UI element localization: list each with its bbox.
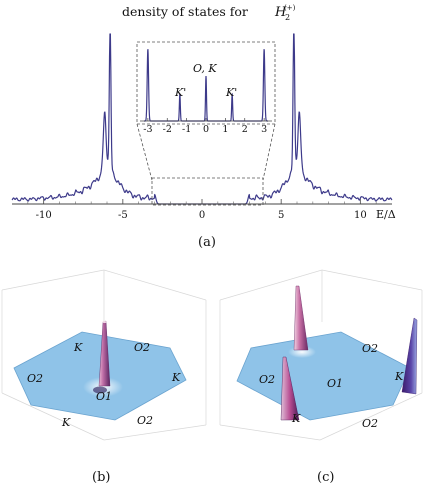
panel-b-label-k-right: K <box>171 371 181 384</box>
panel-c-label-o2-top: O2 <box>362 342 378 355</box>
panel-b-bounding-box <box>1 269 207 441</box>
zoom-line-right <box>262 123 276 181</box>
panel-c-bounding-box <box>219 269 423 441</box>
panel-b-spike <box>98 320 111 387</box>
panel-b-label-o2-left: O2 <box>27 372 43 385</box>
panel-c-label-o2-bottom: O2 <box>362 417 378 430</box>
x-axis-tick-label: 5 <box>278 210 284 221</box>
panel-c-label-k-bottom: K <box>291 412 301 425</box>
panel-b-spike-base-shadow <box>93 386 107 394</box>
inset-label-kprime-right: K' <box>225 86 237 99</box>
panel-b-label-o2-bottom: O2 <box>137 414 153 427</box>
panel-c-spike-bottom-left <box>280 356 300 421</box>
inset-x-axis-tick-label: 1 <box>222 124 228 135</box>
inset-label-kprime-left: K' <box>174 86 186 99</box>
x-axis-tick-labels: -10 -5 0 5 10 <box>36 210 367 221</box>
inset-label-ok: O, K <box>193 62 217 75</box>
panel-c-label-k-right: K <box>394 370 404 383</box>
x-axis-tick-label: 10 <box>354 210 367 221</box>
x-axis-unit-label: E/Δ <box>376 208 396 221</box>
panel-b-spike-tip <box>102 321 107 323</box>
panel-a: density of states for H 2 (+) -10 -5 0 5 10 … <box>11 4 396 250</box>
inset-x-axis-tick-label: -1 <box>182 124 191 135</box>
x-axis-ticks <box>27 199 377 204</box>
x-axis-tick-label: 0 <box>199 210 205 221</box>
panel-b-caption: (b) <box>92 470 110 485</box>
inset-x-axis-tick-label: -3 <box>143 124 152 135</box>
panel-c: O2 K O2 O1 K O2 (c) <box>219 269 423 485</box>
panel-b-label-o2-top: O2 <box>134 341 150 354</box>
inset-x-axis-tick-labels: -3 -2 -1 0 1 2 3 <box>143 124 267 135</box>
inset-x-axis-tick-label: 2 <box>242 124 248 135</box>
zoom-region-box <box>151 177 264 206</box>
panel-b-label-o1-center: O1 <box>96 390 112 403</box>
panel-b: K O2 K O2 K O2 O1 (b) <box>1 269 207 485</box>
panel-a-title: density of states for <box>122 4 248 19</box>
x-axis-tick-label: -10 <box>36 210 52 221</box>
inset-x-axis-ticks <box>147 118 265 121</box>
inset-x-axis-tick-label: 0 <box>203 124 209 135</box>
inset-x-axis-tick-label: -2 <box>163 124 172 135</box>
panel-a-caption: (a) <box>198 235 216 250</box>
panel-a-title-symbol-sup: (+) <box>284 4 296 12</box>
panel-a-title-symbol-sub: 2 <box>285 13 290 22</box>
panel-c-caption: (c) <box>317 470 334 485</box>
panel-c-spike-right <box>401 317 418 395</box>
x-axis-tick-label: -5 <box>118 210 128 221</box>
panel-c-label-o1-center: O1 <box>327 377 343 390</box>
panel-c-spike-upper-left <box>293 285 309 351</box>
panel-c-label-o2-left: O2 <box>259 373 275 386</box>
panel-b-label-k-bottom: K <box>61 416 71 429</box>
inset-x-axis-tick-label: 3 <box>261 124 267 135</box>
panel-b-label-k-top: K <box>73 341 83 354</box>
panel-a-title-symbol: H <box>274 5 287 20</box>
